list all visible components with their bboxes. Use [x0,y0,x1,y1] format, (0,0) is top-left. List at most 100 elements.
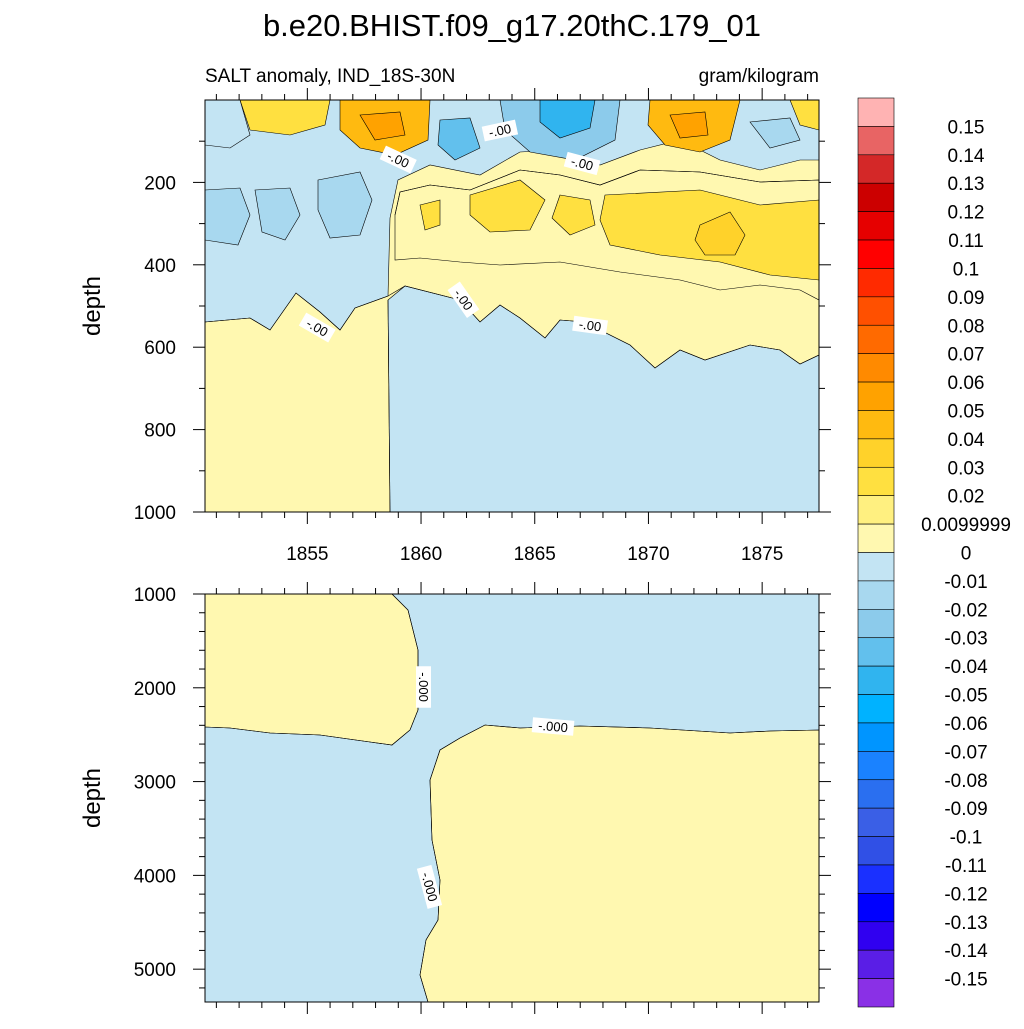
colorbar-label: 0.09 [948,288,985,309]
colorbar-swatch [857,836,895,866]
contour-label: -.000 [416,666,431,708]
chart-title: b.e20.BHIST.f09_g17.20thC.179_01 [263,8,761,43]
top-y-axis-label: depth [79,276,106,336]
colorbar-swatch [857,381,895,411]
colorbar-swatch [857,552,895,582]
colorbar-swatch [857,751,895,781]
contour-label: -.00 [572,315,608,336]
y-tick-label: 4000 [134,866,176,887]
x-tick-label: 1860 [400,544,442,565]
surface-orange-2b [669,111,709,139]
contour-label: -.00 [481,119,519,142]
colorbar-swatch [857,211,895,241]
yellow-lobe-1 [469,179,546,233]
surface-blue-left [205,100,251,149]
x-tick-label: 1855 [286,544,328,565]
colorbar-label: -0.12 [944,884,987,905]
yellow-region-lower-right [419,724,819,1002]
colorbar-swatch [857,807,895,837]
contour-label-text: -.000 [538,718,569,736]
x-tick-label: 1875 [741,544,783,565]
colorbar-label: -0.1 [950,828,983,849]
colorbar-swatch [857,466,895,496]
colorbar-swatch [857,97,895,127]
x-tick-label: 1870 [627,544,669,565]
colorbar-swatch [857,609,895,639]
colorbar-swatch [857,580,895,610]
y-tick-label: 400 [144,256,176,277]
yellow-region-upper-left [205,594,419,746]
colorbar: 0.15 0.14 0.13 0.12 0.11 0.1 0.09 0.08 0.07 0.06 0… [857,97,1011,1008]
colorbar-swatch [857,523,895,553]
y-tick-label: 5000 [134,960,176,981]
subtitle-right: gram/kilogram [699,66,819,87]
colorbar-label: 0.12 [948,203,985,224]
colorbar-label: -0.09 [944,799,987,820]
subtitle-left: SALT anomaly, IND_18S-30N [205,66,455,87]
colorbar-swatch [857,324,895,354]
colorbar-label: 0.15 [948,117,985,138]
colorbar-label: -0.11 [945,856,987,877]
blue-lobe-2 [254,187,301,241]
colorbar-label: -0.03 [944,629,987,650]
contour-label-bg [481,119,519,142]
zero-contour-main [205,285,819,369]
colorbar-swatch [857,353,895,383]
zero-contour-vertical [387,299,391,512]
colorbar-label: -0.06 [944,714,987,735]
colorbar-label: -0.01 [944,572,987,593]
contour-label: -.000 [416,864,443,909]
y-tick-label: 1000 [134,503,176,524]
colorbar-swatch [857,438,895,468]
colorbar-label: -0.15 [944,970,987,991]
colorbar-swatch [857,779,895,809]
colorbar-swatch [857,637,895,667]
colorbar-label: 0.13 [948,174,985,195]
y-tick-label: 2000 [134,679,176,700]
colorbar-label: 0.0099999 [921,515,1011,536]
colorbar-swatch [857,864,895,894]
yellow-lobe-2 [551,194,596,236]
colorbar-label: -0.07 [944,742,987,763]
colorbar-label: 0.03 [948,458,985,479]
contour-label-text: -.00 [487,121,512,140]
colorbar-label: 0.06 [948,373,985,394]
colorbar-label: -0.14 [944,941,988,962]
colorbar-label: 0.05 [948,401,985,422]
contour-label-bg [531,717,575,736]
surface-yellow-left [239,100,331,136]
colorbar-swatch [857,722,895,752]
colorbar-label: -0.05 [944,686,987,707]
contour-label-bg [416,666,431,708]
colorbar-swatch [857,410,895,440]
colorbar-label: 0.11 [948,231,984,252]
contour-label-bg [572,315,608,336]
zero-contour-upper [394,169,819,216]
colorbar-label: 0.07 [948,345,985,366]
colorbar-label: -0.02 [944,600,987,621]
blue-lobe-1 [205,187,251,246]
colorbar-swatch [857,126,895,156]
bottom-axis-ticks: 1000 2000 3000 4000 5000 [134,582,831,1014]
colorbar-swatch [857,154,895,184]
contour-label-bg [447,281,480,318]
blue-lobe-3 [317,171,373,239]
contour-label-text: -.00 [578,317,602,335]
colorbar-label: 0.1 [953,259,979,280]
colorbar-swatch [857,495,895,525]
surface-blue-right [749,117,801,149]
contour-label-bg [416,864,443,909]
x-tick-label: 1865 [514,544,556,565]
contour-label: -.000 [531,717,575,736]
contour-label-bg [379,145,417,174]
surface-blue-core [539,100,596,139]
colorbar-label: -0.08 [944,771,987,792]
colorbar-swatch [857,665,895,695]
contour-label-text: -.00 [569,153,595,173]
yellow-lobe-4 [694,211,746,256]
bottom-panel-field [205,594,819,1002]
contour-label-bg [298,312,336,343]
colorbar-swatch [857,694,895,724]
colorbar-label: 0.02 [948,487,985,508]
